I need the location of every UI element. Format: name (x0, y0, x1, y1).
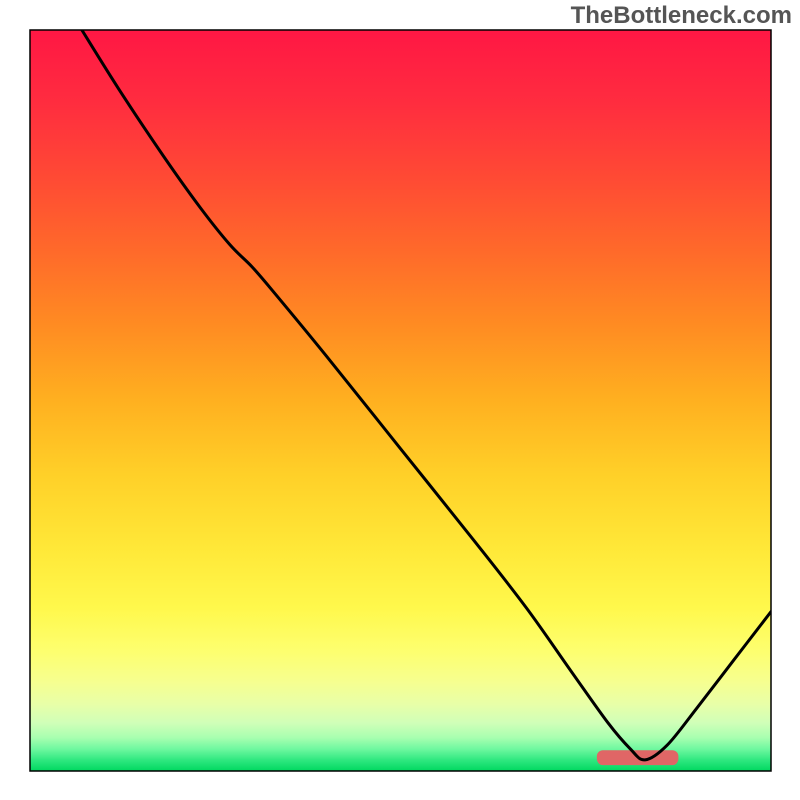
chart-container: TheBottleneck.com (0, 0, 800, 800)
bottleneck-chart (0, 0, 800, 800)
watermark-text: TheBottleneck.com (571, 2, 792, 30)
gradient-background (30, 30, 771, 771)
